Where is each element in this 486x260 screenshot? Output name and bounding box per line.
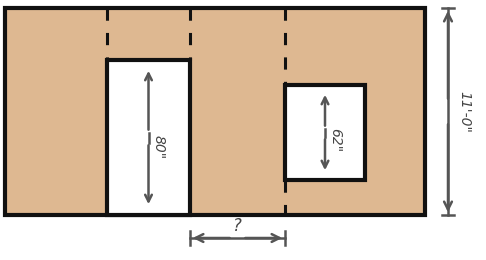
Text: ?: ? [233, 217, 242, 235]
Text: 80": 80" [152, 135, 166, 160]
Bar [285, 85, 365, 180]
Text: 62": 62" [328, 128, 342, 153]
Text: 11'-0": 11'-0" [457, 90, 471, 132]
Bar [107, 60, 190, 215]
Bar [5, 8, 425, 215]
